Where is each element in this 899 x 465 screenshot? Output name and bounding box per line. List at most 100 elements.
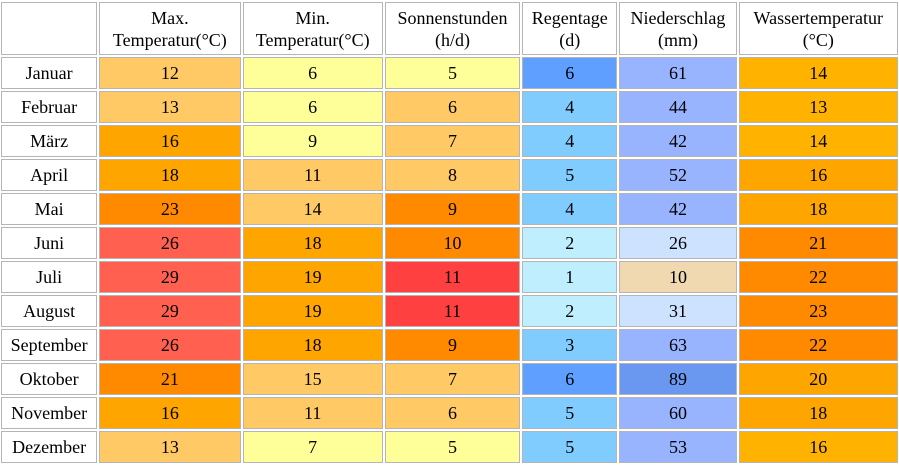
cell-min-temp: 6 [242,91,383,123]
cell-max-temp: 26 [99,329,241,361]
month-label: August [1,295,98,327]
table-row: September 26 18 9 3 63 22 [1,329,898,361]
cell-min-temp: 6 [242,57,383,89]
cell-rain-days: 1 [522,261,618,293]
cell-water-temp: 22 [738,261,898,293]
climate-body: Januar 12 6 5 6 61 14 Februar 13 6 6 4 44 13 März 16 9 7 4… [1,57,898,463]
cell-max-temp: 12 [99,57,241,89]
header-max-temp: Max. Temperatur(°C) [99,2,241,55]
cell-min-temp: 15 [242,363,383,395]
cell-rain-days: 5 [522,397,618,429]
cell-water-temp: 20 [738,363,898,395]
month-label: März [1,125,98,157]
table-row: Mai 23 14 9 4 42 18 [1,193,898,225]
cell-rain-days: 4 [522,193,618,225]
table-row: Oktober 21 15 7 6 89 20 [1,363,898,395]
cell-precipitation: 89 [619,363,737,395]
cell-water-temp: 18 [738,397,898,429]
cell-sunshine: 10 [384,227,521,259]
cell-precipitation: 10 [619,261,737,293]
table-row: Januar 12 6 5 6 61 14 [1,57,898,89]
table-row: April 18 11 8 5 52 16 [1,159,898,191]
cell-sunshine: 11 [384,261,521,293]
cell-precipitation: 31 [619,295,737,327]
cell-min-temp: 11 [242,397,383,429]
cell-water-temp: 16 [738,431,898,463]
cell-max-temp: 13 [99,91,241,123]
cell-precipitation: 60 [619,397,737,429]
cell-water-temp: 23 [738,295,898,327]
cell-precipitation: 52 [619,159,737,191]
cell-rain-days: 2 [522,295,618,327]
cell-sunshine: 9 [384,193,521,225]
cell-water-temp: 22 [738,329,898,361]
month-label: Juni [1,227,98,259]
table-row: November 16 11 6 5 60 18 [1,397,898,429]
month-label: November [1,397,98,429]
cell-water-temp: 13 [738,91,898,123]
cell-rain-days: 5 [522,159,618,191]
header-rain-days: Regentage (d) [522,2,618,55]
month-label: Januar [1,57,98,89]
cell-sunshine: 9 [384,329,521,361]
header-water-temp: Wassertemperatur (°C) [738,2,898,55]
header-min-temp: Min. Temperatur(°C) [242,2,383,55]
cell-max-temp: 16 [99,397,241,429]
header-precipitation: Niederschlag (mm) [619,2,737,55]
cell-min-temp: 18 [242,329,383,361]
cell-min-temp: 14 [242,193,383,225]
cell-precipitation: 61 [619,57,737,89]
month-label: Oktober [1,363,98,395]
month-label: Mai [1,193,98,225]
header-row: Max. Temperatur(°C) Min. Temperatur(°C) … [1,2,898,55]
cell-sunshine: 5 [384,431,521,463]
cell-sunshine: 6 [384,397,521,429]
cell-max-temp: 21 [99,363,241,395]
cell-rain-days: 3 [522,329,618,361]
table-row: Dezember 13 7 5 5 53 16 [1,431,898,463]
cell-precipitation: 53 [619,431,737,463]
cell-precipitation: 42 [619,193,737,225]
cell-sunshine: 5 [384,57,521,89]
cell-max-temp: 26 [99,227,241,259]
header-corner [1,2,98,55]
cell-rain-days: 2 [522,227,618,259]
month-label: Dezember [1,431,98,463]
table-row: Juni 26 18 10 2 26 21 [1,227,898,259]
cell-sunshine: 7 [384,363,521,395]
cell-min-temp: 7 [242,431,383,463]
table-row: August 29 19 11 2 31 23 [1,295,898,327]
cell-min-temp: 11 [242,159,383,191]
month-label: Juli [1,261,98,293]
cell-min-temp: 19 [242,295,383,327]
cell-rain-days: 4 [522,125,618,157]
cell-min-temp: 19 [242,261,383,293]
cell-sunshine: 8 [384,159,521,191]
cell-sunshine: 6 [384,91,521,123]
cell-max-temp: 13 [99,431,241,463]
cell-max-temp: 18 [99,159,241,191]
cell-rain-days: 6 [522,57,618,89]
cell-max-temp: 23 [99,193,241,225]
cell-min-temp: 9 [242,125,383,157]
cell-precipitation: 44 [619,91,737,123]
cell-water-temp: 21 [738,227,898,259]
table-row: Juli 29 19 11 1 10 22 [1,261,898,293]
cell-water-temp: 14 [738,125,898,157]
month-label: April [1,159,98,191]
cell-rain-days: 5 [522,431,618,463]
cell-precipitation: 63 [619,329,737,361]
cell-sunshine: 7 [384,125,521,157]
header-sunshine: Sonnenstunden (h/d) [384,2,521,55]
cell-max-temp: 16 [99,125,241,157]
month-label: Februar [1,91,98,123]
cell-precipitation: 26 [619,227,737,259]
cell-water-temp: 18 [738,193,898,225]
cell-rain-days: 6 [522,363,618,395]
table-row: Februar 13 6 6 4 44 13 [1,91,898,123]
cell-rain-days: 4 [522,91,618,123]
cell-water-temp: 16 [738,159,898,191]
cell-water-temp: 14 [738,57,898,89]
cell-sunshine: 11 [384,295,521,327]
